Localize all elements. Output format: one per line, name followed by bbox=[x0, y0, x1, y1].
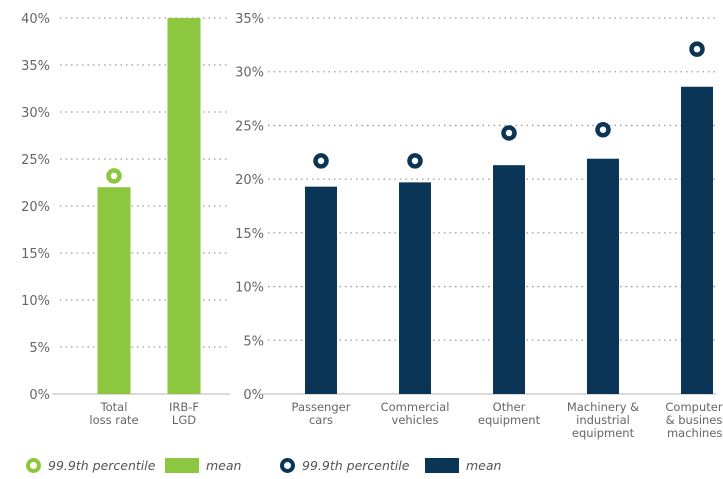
y-tick-label: 15% bbox=[235, 227, 264, 242]
legend-label: 99.9th percentile bbox=[48, 458, 156, 473]
percentile-marker bbox=[501, 125, 517, 141]
category-label: Machinery & industrial equipment bbox=[567, 400, 639, 440]
bar-mean bbox=[681, 86, 713, 395]
y-tick-label: 30% bbox=[235, 66, 264, 81]
category-label: Passenger cars bbox=[292, 400, 351, 427]
percentile-marker bbox=[313, 153, 329, 169]
legend: 99.9th percentile mean 99.9th percentile… bbox=[0, 458, 723, 478]
category-label: Computers & business machines⁵ bbox=[665, 400, 723, 440]
y-tick-label: 25% bbox=[21, 153, 50, 168]
y-tick-label: 20% bbox=[235, 173, 264, 188]
bar-mean bbox=[587, 158, 619, 394]
legend-ring-icon-green bbox=[26, 458, 41, 473]
y-tick-label: 0% bbox=[243, 388, 264, 403]
legend-item-navy-mean: mean bbox=[425, 458, 501, 473]
bar-mean bbox=[97, 187, 131, 394]
y-tick-label: 15% bbox=[21, 247, 50, 262]
percentile-marker bbox=[106, 168, 122, 184]
legend-label: mean bbox=[206, 458, 242, 473]
y-tick-label: 0% bbox=[29, 388, 50, 403]
bar-mean bbox=[167, 18, 201, 394]
category-label: Total loss rate bbox=[89, 400, 138, 427]
legend-item-green-percentile: 99.9th percentile bbox=[26, 458, 155, 473]
percentile-marker bbox=[689, 41, 705, 57]
bar-mean bbox=[493, 165, 525, 394]
legend-swatch-navy bbox=[425, 458, 459, 473]
y-tick-label: 10% bbox=[21, 294, 50, 309]
percentile-marker bbox=[407, 153, 423, 169]
legend-item-navy-percentile: 99.9th percentile bbox=[280, 458, 409, 473]
y-tick-label: 25% bbox=[235, 119, 264, 134]
y-tick-label: 40% bbox=[21, 12, 50, 27]
legend-swatch-green bbox=[165, 458, 199, 473]
y-tick-label: 35% bbox=[235, 12, 264, 27]
category-label: IRB-F LGD bbox=[169, 400, 199, 427]
category-label: Other equipment bbox=[478, 400, 541, 427]
legend-label: mean bbox=[466, 458, 502, 473]
legend-item-green-mean: mean bbox=[165, 458, 241, 473]
y-tick-label: 5% bbox=[29, 341, 50, 356]
y-tick-label: 35% bbox=[21, 59, 50, 74]
legend-ring-icon-navy bbox=[280, 458, 295, 473]
category-label: Commercial vehicles bbox=[381, 400, 450, 427]
bar-mean bbox=[399, 182, 431, 394]
y-tick-label: 5% bbox=[243, 334, 264, 349]
percentile-marker bbox=[595, 121, 611, 138]
legend-label: 99.9th percentile bbox=[302, 458, 410, 473]
y-tick-label: 10% bbox=[235, 281, 264, 296]
y-tick-label: 20% bbox=[21, 200, 50, 215]
y-tick-label: 30% bbox=[21, 106, 50, 121]
bar-mean bbox=[305, 186, 337, 394]
